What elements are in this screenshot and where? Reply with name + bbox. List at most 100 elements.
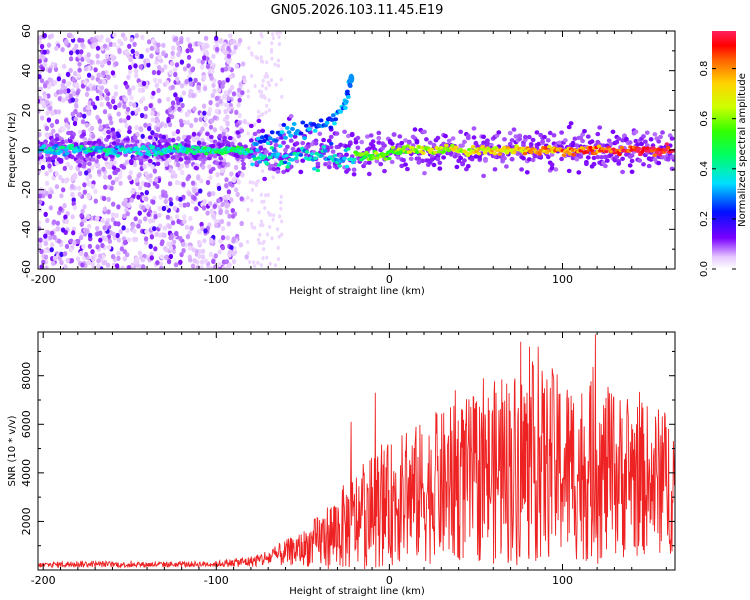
- spectral-band: [433, 150, 438, 155]
- spectral-hook: [290, 126, 295, 131]
- spectral-halo: [208, 152, 214, 158]
- spectral-noise-speck: [153, 246, 158, 252]
- spectral-band: [155, 147, 161, 151]
- spectral-noise-speck: [146, 62, 151, 68]
- spectral-noise-speck: [39, 248, 44, 255]
- spectral-halo: [502, 137, 507, 142]
- spectral-noise-speck: [246, 195, 250, 200]
- spectral-halo: [595, 131, 601, 137]
- spectral-noise-speck: [200, 126, 205, 132]
- spectral-halo: [469, 157, 475, 162]
- spectral-noise-speck: [103, 236, 109, 242]
- spectral-noise-speck: [251, 180, 255, 185]
- spectral-noise-speck: [39, 78, 45, 84]
- spectral-halo: [227, 135, 233, 141]
- spectral-noise-speck: [143, 216, 148, 222]
- spectral-hook: [345, 89, 350, 94]
- spectral-halo: [427, 140, 433, 145]
- spectral-halo: [485, 141, 490, 147]
- spectral-hook: [298, 131, 304, 136]
- spectral-noise-speck: [136, 223, 141, 229]
- spectral-noise-speck: [44, 125, 50, 131]
- spectral-noise-speck: [138, 139, 143, 145]
- spectral-noise-speck: [205, 63, 211, 70]
- spectral-halo: [585, 155, 591, 160]
- spectral-noise-speck: [161, 192, 166, 198]
- spectral-noise-speck: [242, 119, 248, 125]
- spectral-halo: [523, 134, 528, 140]
- spectral-noise-speck: [241, 61, 246, 67]
- spectral-band: [421, 151, 426, 155]
- spectral-band: [256, 156, 261, 160]
- spectral-halo: [229, 141, 235, 147]
- spectral-noise-speck: [110, 98, 116, 105]
- spectral-hook: [269, 130, 275, 135]
- spectral-noise-speck: [157, 54, 162, 60]
- spectral-halo: [614, 154, 620, 159]
- spectral-halo: [620, 169, 625, 175]
- spectral-noise-speck: [38, 98, 41, 104]
- spectral-noise-speck: [149, 234, 155, 240]
- spectral-noise-speck: [78, 250, 84, 256]
- spectral-band: [511, 150, 517, 155]
- spectral-band: [502, 145, 507, 150]
- spectral-halo: [574, 143, 580, 148]
- spectral-halo: [622, 133, 627, 138]
- spectral-noise-speck: [193, 117, 199, 123]
- spectral-noise-speck: [102, 206, 108, 212]
- spectral-noise-speck: [42, 94, 48, 100]
- spectral-halo: [132, 135, 138, 140]
- spectral-noise-speck: [231, 258, 237, 265]
- spectral-noise-speck: [55, 220, 60, 226]
- spectral-noise-speck: [171, 170, 176, 176]
- spectral-noise-speck: [157, 98, 162, 104]
- spectral-noise-speck: [176, 218, 181, 225]
- spectral-halo: [570, 140, 576, 146]
- x-tick-label: 100: [552, 273, 573, 286]
- spectral-noise-speck: [124, 159, 130, 165]
- spectral-band: [561, 153, 567, 157]
- snr-ticks: -200 -100 0 100 2000 4000 6000 8000: [20, 332, 675, 587]
- spectral-halo: [365, 134, 370, 139]
- spectral-noise-speck: [52, 234, 57, 240]
- spectral-noise-speck: [276, 227, 280, 232]
- spectral-noise-speck: [54, 45, 59, 52]
- spectral-band: [146, 150, 151, 154]
- spectral-halo: [271, 167, 277, 172]
- spectral-halo: [458, 155, 464, 161]
- spectral-band: [238, 151, 243, 155]
- spectral-band: [195, 146, 201, 150]
- spectral-noise-speck: [226, 53, 232, 59]
- spectral-band: [664, 142, 670, 146]
- spectral-halo: [264, 149, 269, 154]
- spectral-noise-speck: [229, 39, 235, 45]
- spectral-noise-speck: [228, 33, 233, 39]
- spectral-halo: [405, 166, 410, 172]
- spectral-noise-speck: [111, 201, 116, 207]
- spectral-noise-speck: [232, 49, 237, 55]
- spectral-halo: [599, 155, 604, 160]
- spectral-noise-speck: [141, 264, 146, 269]
- spectral-noise-speck: [57, 238, 62, 244]
- spectral-halo: [515, 151, 521, 156]
- spectral-noise-speck: [254, 183, 258, 187]
- spectral-noise-speck: [149, 255, 154, 261]
- spectral-noise-speck: [119, 246, 125, 252]
- spectral-noise-speck: [141, 80, 147, 87]
- spectral-noise-speck: [192, 136, 197, 143]
- spectral-noise-speck: [118, 117, 124, 124]
- spectral-noise-speck: [120, 32, 126, 38]
- spectral-noise-speck: [70, 176, 75, 182]
- spectral-noise-speck: [226, 45, 231, 52]
- spectral-noise-speck: [205, 210, 210, 216]
- spectral-noise-speck: [188, 88, 193, 94]
- spectral-noise-speck: [261, 59, 265, 64]
- spectral-noise-speck: [180, 241, 186, 247]
- spectral-noise-speck: [218, 209, 223, 215]
- spectral-noise-speck: [130, 48, 135, 54]
- spectral-noise-speck: [74, 82, 80, 88]
- spectral-noise-speck: [278, 123, 282, 128]
- spectral-hook: [279, 130, 285, 135]
- spectral-noise-speck: [175, 162, 181, 168]
